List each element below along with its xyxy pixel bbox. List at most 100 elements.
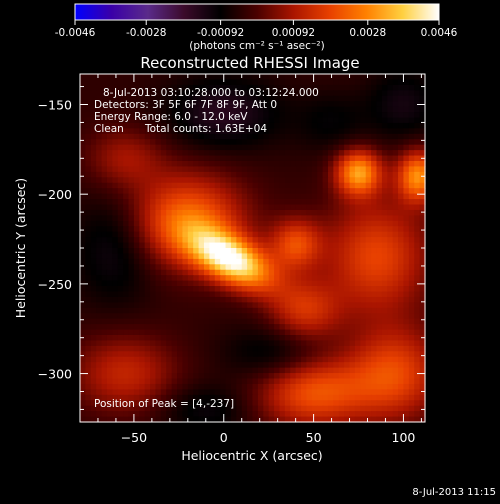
- heatmap-cell: [139, 373, 146, 380]
- heatmap-cell: [290, 74, 297, 81]
- heatmap-cell: [322, 253, 329, 260]
- heatmap-cell: [290, 95, 297, 102]
- heatmap-cell: [139, 394, 146, 401]
- heatmap-cell: [117, 275, 124, 282]
- heatmap-cell: [419, 264, 426, 271]
- heatmap-cell: [139, 204, 146, 211]
- heatmap-cell: [365, 155, 372, 162]
- heatmap-cell: [101, 133, 108, 140]
- heatmap-cell: [403, 313, 410, 320]
- heatmap-cell: [112, 275, 119, 282]
- heatmap-cell: [193, 79, 200, 86]
- heatmap-cell: [144, 95, 151, 102]
- heatmap-cell: [101, 416, 108, 423]
- heatmap-cell: [117, 95, 124, 102]
- heatmap-cell: [263, 405, 270, 412]
- heatmap-cell: [155, 106, 162, 113]
- heatmap-cell: [387, 117, 394, 124]
- heatmap-cell: [80, 253, 86, 260]
- heatmap-cell: [365, 74, 372, 81]
- heatmap-cell: [252, 84, 259, 91]
- heatmap-cell: [128, 340, 135, 347]
- heatmap-cell: [225, 155, 232, 162]
- heatmap-cell: [117, 204, 124, 211]
- heatmap-cell: [344, 144, 351, 151]
- heatmap-cell: [160, 133, 167, 140]
- heatmap-cell: [365, 411, 372, 418]
- heatmap-cell: [123, 133, 130, 140]
- heatmap-cell: [376, 286, 383, 293]
- heatmap-cell: [90, 171, 97, 178]
- heatmap-cell: [338, 400, 345, 407]
- heatmap-cell: [398, 231, 405, 238]
- heatmap-cell: [187, 106, 194, 113]
- heatmap-cell: [322, 171, 329, 178]
- heatmap-cell: [155, 400, 162, 407]
- heatmap-cell: [209, 411, 216, 418]
- heatmap-cell: [166, 204, 173, 211]
- heatmap-cell: [177, 253, 184, 260]
- heatmap-cell: [403, 84, 410, 91]
- heatmap-cell: [403, 335, 410, 342]
- heatmap-cell: [171, 122, 178, 129]
- x-axis-label: Heliocentric X (arcsec): [181, 448, 322, 463]
- heatmap-cell: [160, 155, 167, 162]
- heatmap-cell: [85, 264, 92, 271]
- heatmap-cell: [398, 166, 405, 173]
- heatmap-cell: [257, 307, 264, 314]
- heatmap-cell: [268, 101, 275, 108]
- heatmap-cell: [155, 150, 162, 157]
- heatmap-cell: [333, 171, 340, 178]
- heatmap-cell: [236, 106, 243, 113]
- heatmap-cell: [214, 389, 221, 396]
- heatmap-cell: [90, 291, 97, 298]
- heatmap-cell: [236, 362, 243, 369]
- heatmap-cell: [327, 220, 334, 227]
- heatmap-cell: [338, 112, 345, 119]
- heatmap-cell: [290, 161, 297, 168]
- heatmap-cell: [225, 394, 232, 401]
- heatmap-cell: [354, 101, 361, 108]
- heatmap-cell: [182, 128, 189, 135]
- heatmap-cell: [403, 106, 410, 113]
- heatmap-cell: [257, 416, 264, 423]
- heatmap-cell: [360, 209, 367, 216]
- heatmap-cell: [349, 231, 356, 238]
- heatmap-cell: [360, 193, 367, 200]
- heatmap-cell: [381, 275, 388, 282]
- heatmap-cell: [252, 367, 259, 374]
- heatmap-cell: [381, 122, 388, 129]
- heatmap-cell: [414, 345, 421, 352]
- heatmap-cell: [338, 264, 345, 271]
- heatmap-cell: [322, 302, 329, 309]
- heatmap-cell: [263, 291, 270, 298]
- heatmap-cell: [214, 177, 221, 184]
- heatmap-cell: [139, 90, 146, 97]
- heatmap-cell: [80, 302, 86, 309]
- heatmap-cell: [306, 237, 313, 244]
- heatmap-cell: [198, 280, 205, 287]
- heatmap-cell: [322, 329, 329, 336]
- colorbar-tick-label: -0.0046: [55, 27, 96, 39]
- heatmap-cell: [290, 324, 297, 331]
- heatmap-cell: [203, 367, 210, 374]
- heatmap-cell: [376, 182, 383, 189]
- heatmap-cell: [220, 155, 227, 162]
- heatmap-cell: [166, 345, 173, 352]
- heatmap-cell: [225, 90, 232, 97]
- heatmap-cell: [106, 209, 113, 216]
- heatmap-cell: [166, 411, 173, 418]
- heatmap-cell: [90, 356, 97, 363]
- heatmap-cell: [263, 150, 270, 157]
- heatmap-cell: [187, 411, 194, 418]
- heatmap-cell: [177, 150, 184, 157]
- heatmap-cell: [317, 84, 324, 91]
- heatmap-cell: [150, 242, 157, 249]
- heatmap-cell: [408, 193, 415, 200]
- heatmap-cell: [284, 220, 291, 227]
- heatmap-cell: [96, 373, 103, 380]
- heatmap-cell: [155, 161, 162, 168]
- heatmap-cell: [327, 204, 334, 211]
- heatmap-cell: [333, 74, 340, 81]
- heatmap-cell: [257, 253, 264, 260]
